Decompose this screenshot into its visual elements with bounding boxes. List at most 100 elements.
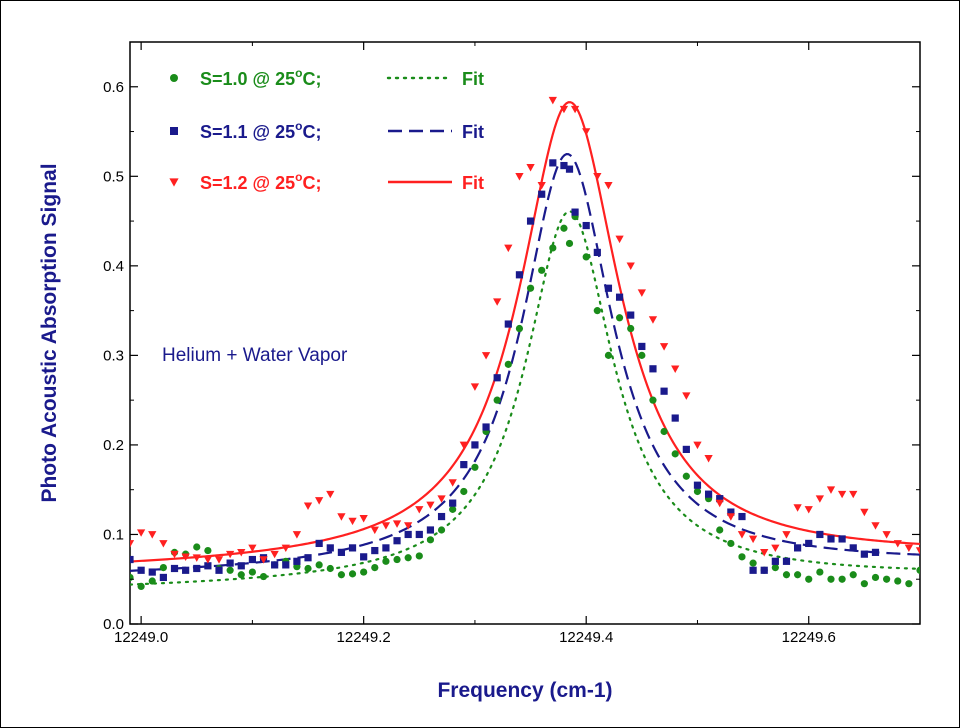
data-point	[727, 508, 735, 516]
y-tick-label: 0.1	[103, 526, 124, 543]
data-point	[404, 522, 413, 530]
data-point	[348, 544, 357, 552]
data-point	[237, 549, 246, 557]
data-point	[682, 445, 690, 453]
data-point	[270, 550, 279, 559]
data-point	[448, 479, 457, 487]
data-point	[716, 526, 724, 534]
data-point	[816, 568, 824, 576]
data-point	[671, 450, 679, 458]
data-point	[526, 217, 535, 225]
data-point	[571, 208, 579, 216]
data-point	[749, 566, 757, 574]
legend-marker	[170, 74, 178, 82]
y-tick-label: 0.2	[103, 437, 124, 454]
data-point	[682, 392, 691, 400]
data-point	[582, 253, 590, 261]
data-point	[192, 554, 201, 562]
data-point	[671, 414, 679, 422]
data-point	[860, 550, 868, 558]
data-point	[704, 490, 713, 498]
data-point	[538, 266, 546, 274]
data-point	[181, 553, 190, 561]
data-point	[382, 544, 390, 552]
x-tick-label: 12249.2	[337, 629, 391, 646]
data-point	[282, 561, 290, 569]
data-point	[849, 544, 857, 552]
data-point	[627, 324, 635, 333]
data-point	[415, 552, 423, 560]
y-axis-label: Photo Acoustic Absorption Signal	[38, 163, 61, 502]
data-point	[315, 539, 323, 548]
data-point	[170, 564, 179, 573]
x-axis-label: Frequency (cm-1)	[437, 679, 612, 702]
data-point	[148, 568, 156, 576]
data-point	[748, 535, 758, 544]
legend-fit-label: Fit	[462, 173, 484, 193]
data-point	[437, 495, 446, 503]
data-point	[437, 526, 446, 534]
data-point	[415, 506, 424, 514]
data-point	[226, 559, 234, 567]
data-point	[760, 566, 768, 574]
data-point	[159, 563, 167, 572]
data-point	[637, 289, 646, 297]
data-point	[604, 181, 613, 190]
data-point	[860, 508, 869, 517]
data-point	[904, 544, 914, 553]
data-point	[493, 298, 502, 306]
data-point	[515, 172, 524, 181]
data-point	[237, 571, 245, 579]
data-point	[882, 531, 891, 539]
data-point	[470, 383, 480, 391]
data-point	[426, 536, 435, 544]
data-point	[749, 559, 757, 567]
data-point	[782, 571, 791, 579]
data-point	[615, 235, 624, 244]
data-point	[381, 522, 391, 530]
data-point	[271, 561, 279, 569]
data-point	[638, 342, 646, 351]
data-point	[538, 190, 546, 198]
y-tick-label: 0.0	[103, 616, 124, 633]
data-point	[130, 573, 134, 582]
data-point	[738, 512, 746, 521]
y-tick-label: 0.3	[103, 347, 124, 364]
data-point	[615, 314, 624, 322]
data-point	[559, 105, 569, 114]
data-point	[204, 562, 212, 570]
data-point	[214, 556, 224, 564]
data-point	[604, 351, 613, 359]
data-point	[360, 553, 368, 561]
data-point	[182, 566, 190, 574]
data-point	[193, 564, 201, 573]
data-point	[894, 577, 902, 585]
data-point	[337, 513, 346, 521]
data-point	[771, 544, 780, 553]
y-tick-label: 0.4	[103, 258, 124, 275]
data-point	[716, 495, 724, 503]
data-point	[130, 555, 134, 564]
data-point	[827, 575, 835, 583]
data-point	[737, 531, 747, 539]
data-point	[838, 575, 846, 583]
data-point	[782, 557, 791, 565]
data-point	[871, 522, 880, 530]
data-point	[304, 554, 312, 562]
data-point	[570, 105, 580, 114]
data-point	[915, 547, 920, 555]
y-axis: 0.0 0.1 0.2 0.3 0.4 0.5 0.6	[103, 79, 920, 633]
x-tick-label: 12249.0	[114, 629, 168, 646]
data-point	[615, 293, 624, 301]
data-point	[794, 571, 802, 579]
legend-label: S=1.2 @ 25oC;	[200, 170, 321, 193]
data-point	[548, 96, 557, 105]
data-point	[660, 427, 668, 436]
data-point	[871, 548, 880, 556]
data-point	[805, 575, 813, 583]
data-point	[905, 580, 913, 588]
data-point	[738, 553, 746, 561]
data-point	[137, 582, 145, 590]
data-point	[504, 360, 512, 368]
data-point	[215, 566, 223, 574]
